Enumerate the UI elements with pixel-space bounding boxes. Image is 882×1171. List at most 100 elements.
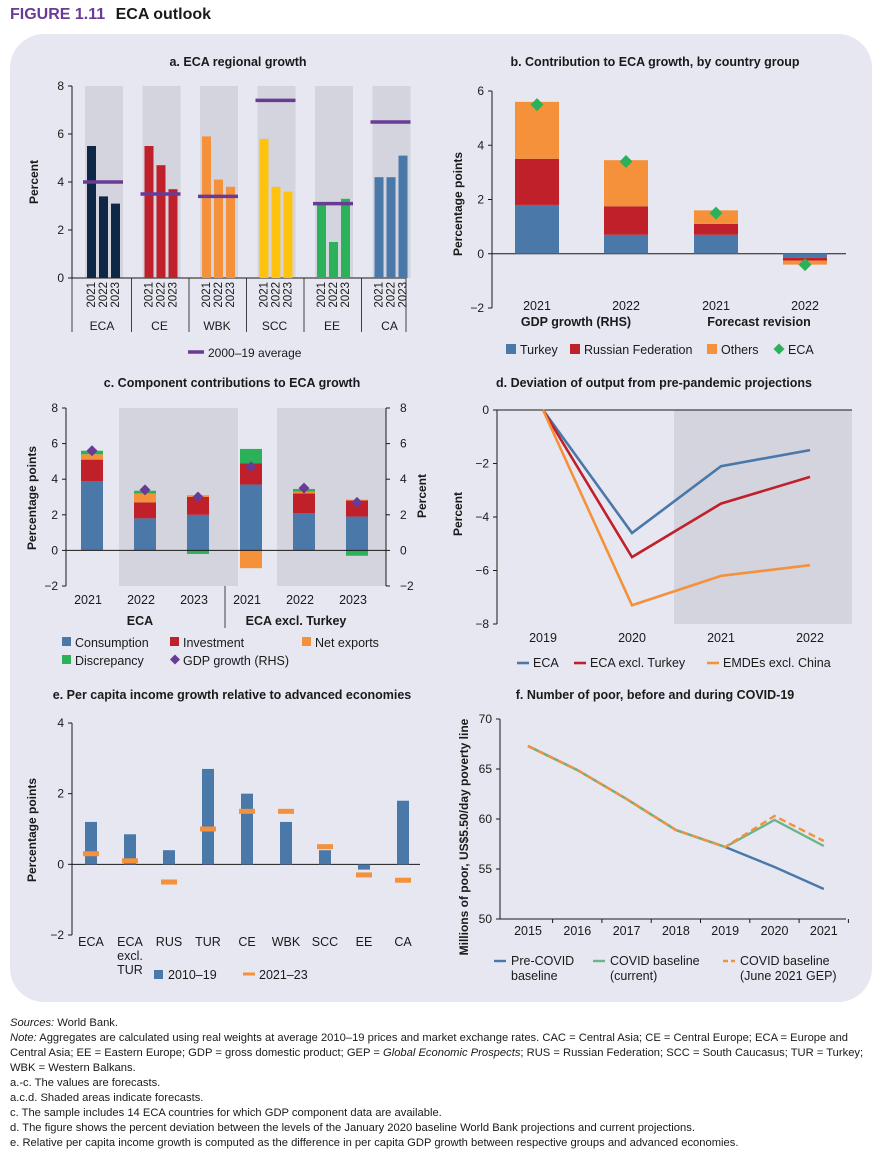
panel-a-year-label: 2022	[156, 282, 168, 308]
panel-c-gdp-marker	[86, 445, 98, 457]
panel-f-legend-label: (June 2021 GEP)	[740, 969, 837, 983]
panel-c-group-label: ECA	[127, 614, 153, 628]
panel-f-ytick-label: 70	[479, 712, 493, 726]
panel-f-legend-label: (current)	[610, 969, 657, 983]
panel-e-legend-label: 2021–23	[259, 968, 308, 982]
panel-f-series-line	[527, 744, 825, 849]
panel-e-bar	[85, 821, 97, 865]
panel-b-legend-label: Others	[721, 343, 759, 357]
panel-d-ytick-label: −2	[475, 457, 489, 471]
panel-a-group-label: SCC	[262, 319, 288, 333]
panel-c-bar-segment	[293, 493, 315, 514]
panel-c-bar-segment	[134, 518, 156, 551]
panel-e-marker	[395, 877, 411, 883]
panel-d-title: d. Deviation of output from pre-pandemic…	[496, 376, 812, 390]
panel-f-title: f. Number of poor, before and during COV…	[516, 688, 795, 702]
panel-e-category-label: TUR	[195, 935, 221, 949]
panel-b-group-label: Forecast revision	[707, 315, 811, 329]
note-d: d. The figure shows the percent deviatio…	[10, 1122, 695, 1134]
panel-e-bar	[280, 821, 292, 865]
panel-d-x-label: 2021	[707, 631, 735, 645]
panel-a-bar	[374, 177, 384, 278]
panel-c-legend-label: Discrepancy	[75, 654, 145, 668]
panel-a-legend-label: 2000–19 average	[208, 346, 302, 360]
panel-e-marker	[83, 851, 99, 857]
note-italic: Global Economic Prospects	[383, 1047, 521, 1059]
panel-c-bar-segment	[134, 502, 156, 519]
panel-c-ylabel: Percentage points	[25, 446, 39, 550]
panel-b-legend-swatch	[707, 344, 717, 354]
panel-b-eca-marker	[798, 258, 812, 272]
panel-b-bar-segment	[515, 101, 559, 159]
panel-e-category-label: CE	[238, 935, 255, 949]
panel-d-series-line	[541, 409, 811, 607]
panel-c-legend-swatch	[62, 637, 71, 646]
panel-c-gdp-marker	[351, 496, 363, 508]
panel-a-year-label: 2023	[340, 282, 352, 308]
panel-c-category-label: 2022	[127, 593, 155, 607]
panel-c-bar-segment	[240, 484, 262, 551]
note-c: c. The sample includes 14 ECA countries …	[10, 1107, 442, 1119]
panel-b-bar-segment	[515, 158, 559, 205]
panel-c-ytick-label: 8	[51, 401, 58, 415]
panel-c-title: c. Component contributions to ECA growth	[104, 376, 360, 390]
panel-c-bar-segment	[240, 448, 262, 464]
panel-d-shade	[674, 410, 852, 624]
panel-c-ytick-label: 0	[51, 543, 58, 557]
panel-f-x-label: 2020	[761, 924, 789, 938]
panel-f-legend-label: Pre-COVID	[511, 954, 574, 968]
panel-a-year-label: 2022	[213, 282, 225, 308]
panel-b-ytick-label: −2	[470, 301, 484, 315]
panel-c-ytick-label-right: −2	[400, 579, 414, 593]
panel-a-group-label: EE	[324, 319, 340, 333]
panel-c-group-label: ECA excl. Turkey	[246, 614, 347, 628]
panel-e-ytick-label: −2	[50, 928, 64, 942]
panel-b-bar-segment	[783, 253, 827, 258]
panel-a-year-label: 2022	[271, 282, 283, 308]
panel-a-bar	[226, 186, 235, 278]
panel-a-year-label: 2023	[110, 282, 122, 308]
panel-c-category-label: 2022	[286, 593, 314, 607]
panel-b-legend-swatch	[570, 344, 580, 354]
panel-c-legend-label: Investment	[183, 636, 245, 650]
panel-b-legend-label: Turkey	[520, 343, 558, 357]
panel-b-ytick-label: 4	[477, 138, 484, 152]
panel-b-legend-swatch	[506, 344, 516, 354]
panel-e-bar	[202, 768, 214, 865]
panel-a-year-label: 2022	[328, 282, 340, 308]
panel-a-year-label: 2022	[386, 282, 398, 308]
panel-c-bar-segment	[346, 516, 368, 551]
panel-d-ytick-label: −6	[475, 564, 489, 578]
panel-e-marker	[278, 808, 294, 814]
panel-d-ytick-label: −4	[475, 510, 489, 524]
panel-e-title: e. Per capita income growth relative to …	[53, 688, 412, 702]
panel-e-category-label: WBK	[272, 935, 301, 949]
figure-notes: Sources: World Bank. Note: Aggregates ar…	[10, 1016, 872, 1151]
panel-a-group-label: CE	[151, 319, 168, 333]
panel-c-ytick-label-right: 8	[400, 401, 407, 415]
panel-e-ytick-label: 0	[57, 857, 64, 871]
panel-b-category-label: 2021	[523, 299, 551, 313]
panel-c-ytick-label-right: 4	[400, 472, 407, 486]
panel-b-title: b. Contribution to ECA growth, by countr…	[510, 55, 799, 69]
panel-c-ytick-label: 4	[51, 472, 58, 486]
panel-b-bar-segment	[694, 223, 738, 235]
panel-b-eca-marker	[619, 155, 633, 169]
panel-e-category-label: CA	[394, 935, 412, 949]
panel-c-legend-swatch	[62, 655, 71, 664]
panel-a-bar	[214, 179, 223, 278]
panel-d-x-label: 2020	[618, 631, 646, 645]
panel-c-category-label: 2023	[339, 593, 367, 607]
panel-d-legend-label: ECA excl. Turkey	[590, 656, 686, 670]
panel-c-legend-label: GDP growth (RHS)	[183, 654, 289, 668]
panel-e-ytick-label: 2	[57, 787, 64, 801]
panel-b-category-label: 2022	[791, 299, 819, 313]
panel-c-bar-segment	[346, 550, 368, 556]
panel-e-marker	[161, 879, 177, 885]
panel-e-category-label: excl.	[117, 949, 143, 963]
panel-f-legend-label: COVID baseline	[740, 954, 830, 968]
panel-d-legend-label: ECA	[533, 656, 559, 670]
panel-e-category-label: EE	[356, 935, 373, 949]
panel-f-ylabel: Millions of poor, US$5.50/day poverty li…	[457, 718, 471, 955]
panel-a-year-label: 2023	[398, 282, 410, 308]
